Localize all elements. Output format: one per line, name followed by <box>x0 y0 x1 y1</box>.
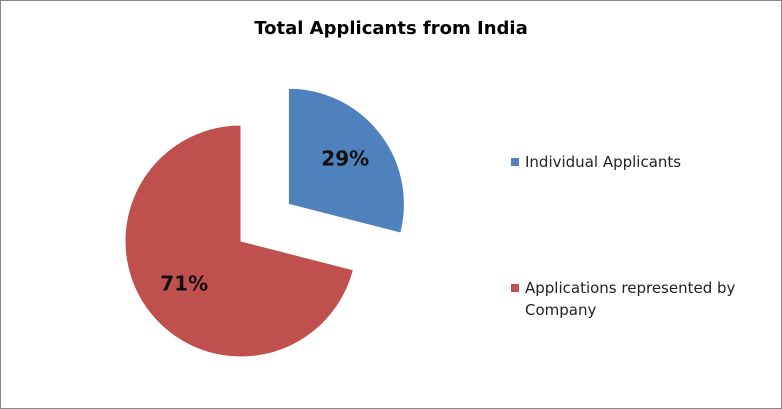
legend-label: Applications represented by Company <box>525 279 736 319</box>
pie-slice <box>124 124 354 358</box>
legend-item: Applications represented by Company <box>511 277 761 321</box>
pie-slice <box>287 87 405 234</box>
data-label: 71% <box>160 272 208 296</box>
legend: Individual Applicants Applications repres… <box>511 151 761 321</box>
legend-label: Individual Applicants <box>525 153 682 171</box>
legend-swatch <box>511 284 519 292</box>
chart-title: Total Applicants from India <box>254 18 528 39</box>
legend-item: Individual Applicants <box>511 151 761 173</box>
data-label: 29% <box>321 147 369 171</box>
legend-swatch <box>511 158 519 166</box>
